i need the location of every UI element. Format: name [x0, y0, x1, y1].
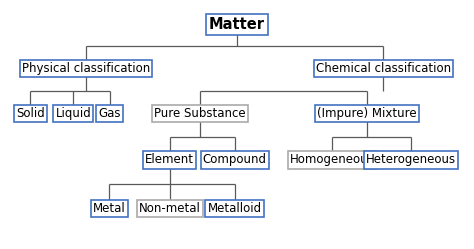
Text: Gas: Gas [99, 107, 121, 120]
Text: Physical classification: Physical classification [22, 62, 150, 75]
Text: Matter: Matter [209, 17, 265, 32]
Text: Element: Element [145, 153, 194, 166]
Text: Heterogeneous: Heterogeneous [366, 153, 456, 166]
Text: Pure Substance: Pure Substance [154, 107, 246, 120]
Text: Chemical classification: Chemical classification [316, 62, 451, 75]
Text: Solid: Solid [16, 107, 45, 120]
Text: Non-metal: Non-metal [139, 202, 201, 215]
Text: Metalloid: Metalloid [208, 202, 262, 215]
Text: Liquid: Liquid [55, 107, 91, 120]
Text: Homogeneous: Homogeneous [290, 153, 374, 166]
Text: Compound: Compound [203, 153, 267, 166]
Text: Metal: Metal [93, 202, 126, 215]
Text: (Impure) Mixture: (Impure) Mixture [317, 107, 417, 120]
